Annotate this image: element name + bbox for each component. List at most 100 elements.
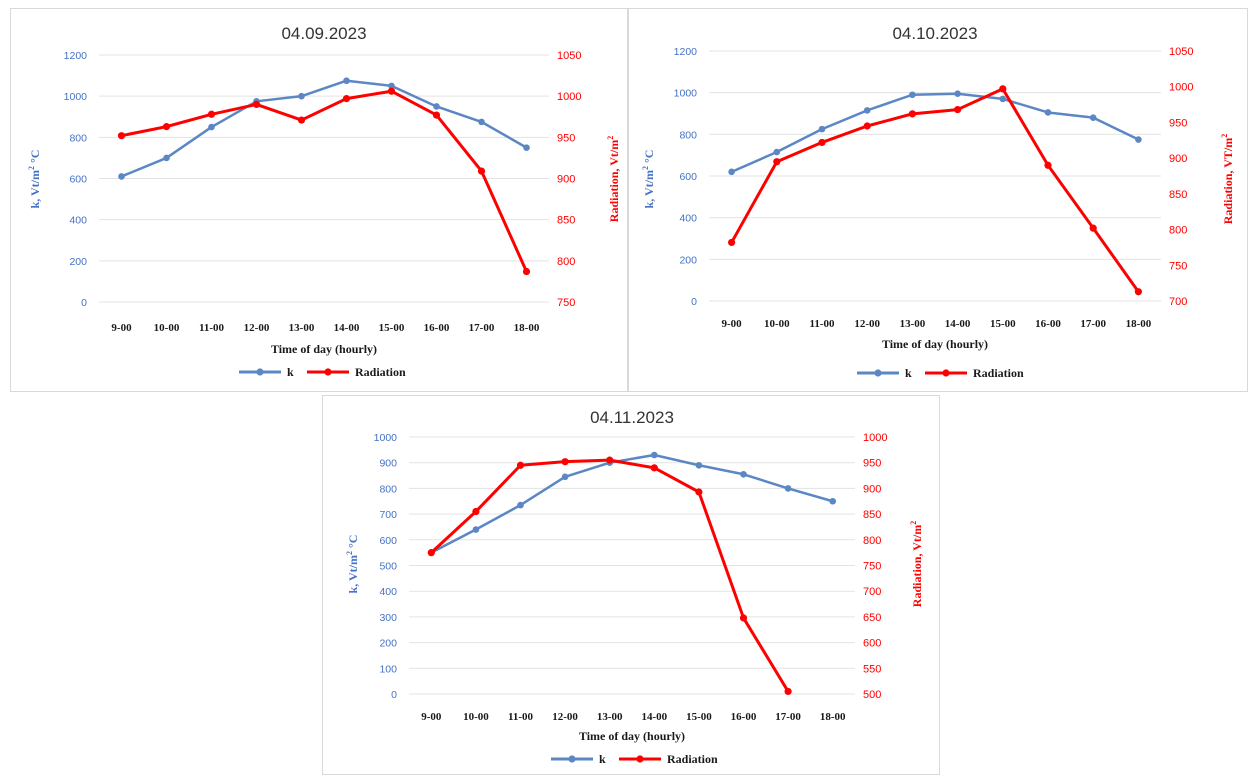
y-left-axis-title-sup: 2	[27, 166, 36, 170]
y-left-axis-title-main: k, Vt/m	[28, 170, 42, 208]
data-point-k	[740, 470, 747, 478]
chart-svg-3: 04.11.2023 0 100 200 300 400 500 600 700 800 900 10…	[345, 408, 924, 766]
data-point-radiation	[1044, 161, 1052, 169]
data-point-radiation	[908, 110, 916, 118]
data-point-k	[818, 125, 826, 133]
data-point-k	[1089, 114, 1097, 121]
data-point-k	[773, 148, 781, 156]
y-right-axis-title-sup: 2	[606, 136, 615, 140]
y-right-axis-title-sup: 2	[909, 521, 918, 525]
legend-swatch-marker	[942, 369, 950, 377]
y-left-tick-label: 300	[379, 612, 397, 624]
y-right-tick-label: 1050	[557, 50, 581, 62]
y-left-axis-title-sup: 2	[345, 551, 354, 555]
x-tick-label: 17-00	[1080, 318, 1106, 330]
y-left-tick-label: 100	[379, 663, 397, 675]
data-point-radiation	[427, 549, 435, 557]
y-right-tick-label: 800	[863, 535, 881, 547]
x-tick-label: 10-00	[764, 318, 790, 330]
data-point-k	[523, 144, 530, 151]
series-line-k	[731, 92, 1139, 173]
data-point-k	[343, 77, 350, 85]
x-tick-label: 11-00	[809, 318, 835, 330]
y-right-tick-label: 800	[557, 256, 575, 268]
y-right-axis-title-group: Radiation, Vt/m2	[606, 136, 621, 222]
chart-title: 04.11.2023	[590, 408, 674, 427]
data-point-radiation	[728, 238, 736, 247]
x-axis-title: Time of day (hourly)	[579, 729, 685, 743]
y-right-tick-label: 950	[863, 458, 881, 470]
y-left-axis-title: k, Vt/m2 °C	[641, 150, 656, 209]
data-point-k	[388, 82, 395, 90]
y-left-axis-title-group: k, Vt/m2 °C	[27, 150, 42, 209]
data-point-radiation	[1089, 224, 1097, 232]
x-tick-label: 11-00	[199, 322, 225, 334]
x-tick-label: 12-00	[854, 318, 880, 330]
y-right-axis-title-main: Radiation, Vt/m	[607, 140, 621, 222]
data-point-k	[433, 103, 440, 110]
y-left-axis-title: k, Vt/m2 °C	[27, 150, 42, 209]
data-point-k	[561, 473, 569, 481]
y-right-tick-label: 800	[1169, 225, 1187, 237]
x-tick-label: 17-00	[775, 711, 801, 723]
y-right-tick-label: 900	[863, 483, 881, 495]
y-right-axis-title-main: Radiation, Vt/m	[910, 525, 924, 607]
data-point-radiation	[1134, 288, 1142, 296]
y-right-tick-label: 1000	[863, 432, 887, 444]
data-point-k	[728, 168, 735, 176]
y-left-tick-label: 200	[69, 256, 87, 268]
chart-title: 04.10.2023	[892, 24, 977, 43]
y-right-tick-label: 1050	[1169, 46, 1193, 58]
data-point-radiation	[162, 123, 171, 131]
data-point-radiation	[999, 85, 1007, 93]
data-point-k	[1044, 109, 1052, 116]
x-tick-label: 13-00	[597, 711, 623, 723]
data-point-radiation	[342, 95, 351, 103]
x-tick-label: 9-00	[722, 318, 743, 330]
data-point-radiation	[954, 105, 962, 114]
y-right-axis-title-group: Radiation, Vt/m2	[909, 521, 924, 607]
data-point-radiation	[387, 87, 396, 95]
y-right-axis-title: Radiation, Vt/m2	[909, 521, 924, 607]
chart-panel-1: 04.09.2023 0 200 400 600 800 1000 1200 750 800 850…	[10, 8, 628, 392]
y-right-tick-label: 950	[1169, 117, 1187, 129]
x-tick-label: 9-00	[421, 711, 442, 723]
y-left-tick-label: 800	[679, 129, 697, 141]
y-right-tick-label: 1000	[1169, 82, 1193, 94]
data-point-k	[954, 90, 961, 98]
y-left-tick-label: 1000	[674, 88, 698, 100]
y-left-axis-title: k, Vt/m2 °C	[345, 535, 360, 594]
y-right-tick-label: 900	[557, 174, 575, 186]
data-point-radiation	[773, 158, 781, 166]
y-right-tick-label: 850	[557, 215, 575, 227]
x-tick-label: 18-00	[514, 322, 540, 334]
y-left-tick-label: 900	[379, 458, 397, 470]
x-tick-label: 12-00	[244, 322, 270, 334]
chart-svg-1: 04.09.2023 0 200 400 600 800 1000 1200 750 800 850…	[27, 24, 621, 379]
y-right-tick-label: 650	[863, 612, 881, 624]
x-tick-label: 10-00	[154, 322, 180, 334]
y-right-tick-label: 700	[1169, 296, 1187, 308]
chart-panel-2: 04.10.2023 0 200 400 600 800 1000 1200 700 750 800…	[628, 8, 1248, 392]
y-left-tick-label: 400	[379, 586, 397, 598]
x-tick-label: 14-00	[641, 711, 667, 723]
y-right-axis-title: Radiation, VT/m2	[1220, 134, 1235, 224]
data-point-k	[999, 95, 1007, 103]
data-point-radiation	[472, 507, 480, 516]
x-tick-label: 16-00	[424, 322, 450, 334]
x-tick-label: 15-00	[990, 318, 1016, 330]
x-tick-label: 10-00	[463, 711, 489, 723]
x-tick-label: 15-00	[686, 711, 712, 723]
y-left-axis-title-sup: 2	[641, 166, 650, 170]
data-point-k	[478, 118, 485, 126]
chart-svg-2: 04.10.2023 0 200 400 600 800 1000 1200 700 750 800…	[641, 24, 1235, 380]
x-axis-title: Time of day (hourly)	[271, 342, 377, 356]
legend-entry-label: Radiation	[667, 752, 718, 766]
legend-entry-label: k	[599, 752, 606, 766]
data-point-k	[1135, 136, 1142, 143]
y-left-tick-label: 0	[81, 297, 87, 309]
data-point-k	[863, 107, 871, 114]
y-right-tick-label: 950	[557, 132, 575, 144]
y-left-tick-label: 1000	[64, 91, 88, 103]
series-line-k	[430, 453, 834, 554]
